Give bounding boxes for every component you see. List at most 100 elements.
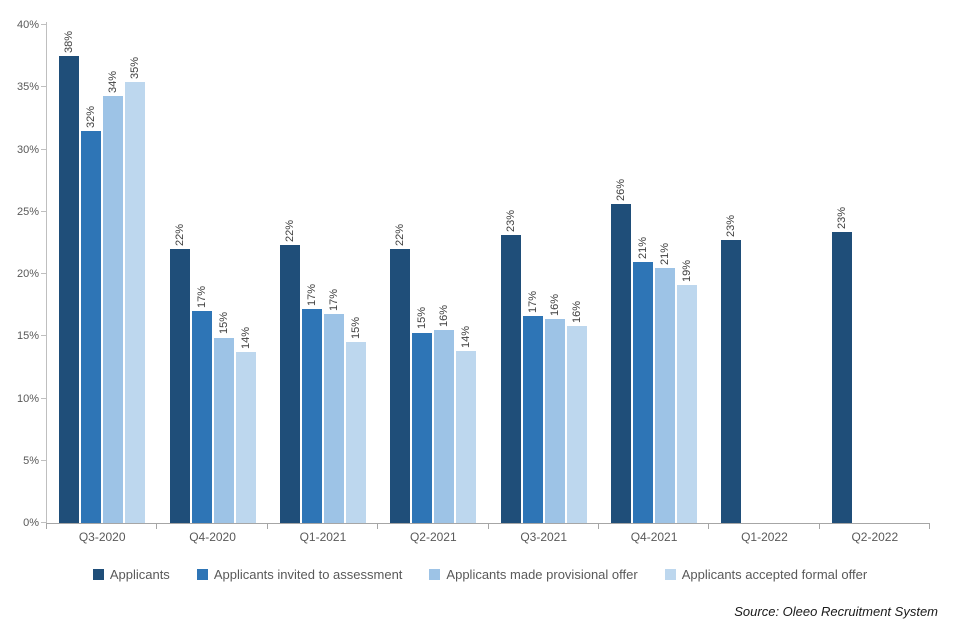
x-tick-mark	[156, 524, 158, 529]
y-tick-mark	[41, 273, 46, 274]
y-tick-mark	[41, 522, 46, 523]
bar-value-label: 34%	[107, 70, 120, 93]
bar-value-label: 16%	[548, 293, 561, 316]
x-category-label: Q3-2020	[78, 530, 126, 544]
legend: Applicants Applicants invited to assessme…	[0, 567, 960, 582]
plot-area: 38% 32% 34% 35% Q3-2020 22% 17% 15% 14% Q4-2020 22…	[17, 19, 930, 544]
y-tick-mark	[41, 148, 46, 150]
y-tick-mark	[41, 210, 46, 212]
y-tick-mark	[41, 86, 46, 88]
y-tick-label: 5%	[23, 454, 39, 467]
bar-groups: 38% 32% 34% 35% Q3-2020 22% 17% 15% 14% Q4-2020 22…	[47, 25, 930, 544]
bar-value-label: 23%	[835, 206, 848, 229]
bar-3	[213, 337, 234, 523]
y-tick-label: 10%	[16, 392, 39, 405]
x-category-label: Q4-2021	[630, 530, 678, 544]
bars-row: 23%	[709, 25, 819, 523]
y-tick-mark	[41, 397, 46, 399]
y-tick-mark	[41, 335, 46, 337]
legend-label: Applicants invited to assessment	[213, 567, 403, 582]
bar-value-label: 26%	[615, 179, 628, 202]
bar-slot: 23%	[721, 25, 742, 523]
bar-value-label: 15%	[217, 312, 230, 335]
bar-value-label: 14%	[239, 327, 252, 350]
bar-slot	[876, 25, 896, 523]
bar-slot: 35%	[125, 25, 146, 523]
bar-value-label: 32%	[85, 105, 98, 128]
bars-row: 26% 21% 21% 19%	[599, 25, 709, 523]
bar-slot: 21%	[655, 25, 676, 523]
bar-value-label: 15%	[349, 317, 362, 340]
source-caption: Source: Oleeo Recruitment System	[734, 604, 938, 619]
bar-1	[59, 56, 80, 523]
bar-value-label: 23%	[725, 215, 738, 238]
bar-4	[566, 326, 587, 523]
bar-slot: 14%	[235, 25, 256, 523]
bar-value-label: 22%	[283, 220, 296, 243]
x-category-label: Q1-2022	[741, 530, 788, 544]
x-tick-mark	[377, 524, 379, 529]
y-tick-label: 20%	[16, 268, 39, 280]
bar-1	[721, 240, 742, 523]
bar-slot: 16%	[544, 25, 565, 523]
bar-value-label: 38%	[63, 31, 76, 54]
bar-group: 23% Q1-2022	[709, 25, 819, 544]
bars-row: 22% 15% 16% 14%	[378, 25, 488, 523]
bar-slot	[854, 25, 874, 523]
bar-1	[390, 249, 411, 523]
bar-slot	[787, 25, 807, 523]
bar-slot: 17%	[522, 25, 543, 523]
x-category-label: Q2-2021	[409, 530, 457, 544]
bar-value-label: 19%	[681, 260, 694, 283]
y-tick-label: 25%	[16, 205, 39, 218]
bar-group: 23% 17% 16% 16% Q3-2021	[489, 25, 599, 544]
bar-slot: 34%	[103, 25, 124, 523]
bar-3	[655, 267, 676, 523]
bar-slot	[898, 25, 918, 523]
bar-1	[611, 204, 632, 523]
bar-3	[434, 330, 455, 523]
y-tick-label: 35%	[16, 81, 39, 94]
bar-value-label: 21%	[659, 242, 672, 265]
x-category-label: Q2-2022	[851, 530, 899, 544]
bar-3	[323, 313, 344, 523]
bar-value-label: 35%	[129, 57, 142, 80]
bars-row: 38% 32% 34% 35%	[47, 25, 157, 523]
y-tick-label: 0%	[23, 517, 39, 529]
bar-4	[235, 352, 256, 523]
bar-value-label: 17%	[327, 288, 340, 311]
legend-swatch	[196, 569, 208, 580]
bar-slot: 17%	[301, 25, 322, 523]
y-tick-mark	[41, 24, 46, 25]
legend-swatch	[92, 569, 104, 580]
bar-slot: 22%	[390, 25, 411, 523]
bars-row: 23% 17% 16% 16%	[489, 25, 599, 523]
legend-swatch	[664, 569, 676, 580]
bar-group: 22% 17% 15% 14% Q4-2020	[157, 25, 267, 544]
bar-4	[677, 285, 698, 523]
y-axis-line	[46, 22, 47, 523]
x-tick-mark	[597, 524, 599, 529]
legend-item: Applicants made provisional offer	[429, 567, 638, 582]
bar-value-label: 22%	[173, 224, 186, 247]
bar-slot: 32%	[81, 25, 102, 523]
bar-1	[831, 231, 852, 523]
bar-1	[500, 235, 521, 523]
bar-slot: 17%	[191, 25, 212, 523]
bar-slot: 15%	[213, 25, 234, 523]
x-tick-mark	[266, 524, 268, 529]
bar-2	[633, 261, 654, 523]
bar-2	[412, 332, 433, 523]
bar-slot	[765, 25, 785, 523]
bar-1	[169, 249, 190, 523]
bar-value-label: 17%	[526, 291, 539, 314]
bars-row: 22% 17% 15% 14%	[157, 25, 267, 523]
bar-value-label: 21%	[637, 236, 650, 259]
bar-slot: 15%	[345, 25, 366, 523]
legend-item: Applicants invited to assessment	[196, 567, 403, 582]
bar-value-label: 15%	[416, 307, 429, 330]
bar-4	[125, 82, 146, 523]
bar-slot: 16%	[434, 25, 455, 523]
bar-3	[103, 95, 124, 523]
